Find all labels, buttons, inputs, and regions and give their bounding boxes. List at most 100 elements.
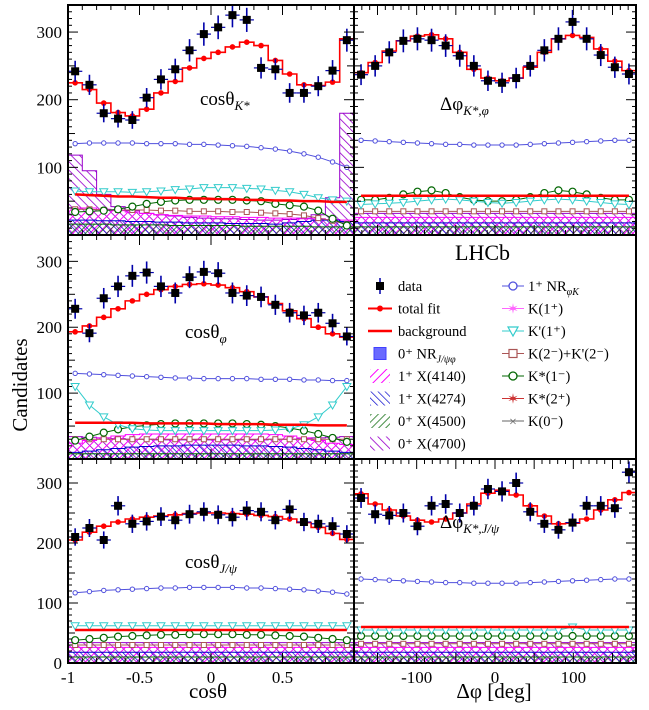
marker-k2m <box>258 642 265 648</box>
marker-kprime1p <box>595 199 606 208</box>
marker-kprime1p <box>327 622 338 631</box>
marker-nr-phik <box>215 142 221 148</box>
panel-label: ΔφK*,J/ψ <box>440 512 500 536</box>
marker-nr-phik <box>201 375 207 382</box>
marker-kprime1p <box>127 188 138 198</box>
legend-item-background: background <box>368 324 467 340</box>
data-point <box>114 114 123 123</box>
marker-nr-phik <box>158 140 164 147</box>
marker-k2m <box>470 208 477 215</box>
legend-marker <box>508 348 518 359</box>
marker-k2m <box>229 209 236 215</box>
marker-k2m <box>414 640 421 647</box>
marker-k2m <box>372 208 379 215</box>
marker-k2m <box>186 642 193 648</box>
data-point <box>242 15 251 24</box>
data-point <box>596 51 605 60</box>
data-point <box>214 23 223 32</box>
data-point <box>257 292 266 301</box>
data-point <box>624 468 633 477</box>
data-point <box>413 522 422 531</box>
marker-kprime1p <box>525 197 536 207</box>
marker-k2m <box>186 436 193 443</box>
marker-nr-phik <box>258 585 264 591</box>
marker-nr-phik <box>400 139 407 146</box>
marker-kprime1p <box>483 199 493 208</box>
total-fit-point <box>172 78 179 85</box>
total-fit-point <box>569 32 576 39</box>
marker-kstar1m <box>568 187 577 196</box>
marker-k2m <box>484 640 491 647</box>
marker-nr-phik <box>598 138 604 144</box>
marker-nr-phik <box>244 143 250 150</box>
marker-nr-phik <box>244 375 250 382</box>
marker-nr-phik <box>272 585 279 592</box>
marker-kstar1m <box>99 633 108 642</box>
legend-marker <box>508 371 518 381</box>
data-point <box>469 501 478 510</box>
marker-kprime1p <box>327 401 338 410</box>
marker-k2m <box>611 208 618 215</box>
marker-k2m <box>583 640 590 647</box>
data-point <box>228 288 237 297</box>
marker-nr-phik <box>485 580 491 586</box>
marker-nr-phik <box>428 579 435 585</box>
marker-kprime1p <box>156 187 166 197</box>
data-point <box>328 66 337 75</box>
data-point <box>314 519 323 528</box>
marker-kstar1m <box>214 630 223 639</box>
marker-kstar1m <box>314 633 323 642</box>
data-point <box>342 332 351 341</box>
marker-kprime1p <box>384 199 395 209</box>
marker-kprime1p <box>98 413 109 422</box>
y-tick-label: 300 <box>37 474 63 493</box>
marker-kstar1m <box>99 206 108 215</box>
data-point <box>156 75 165 84</box>
total-fit-point <box>201 55 207 62</box>
legend-marker <box>370 436 390 451</box>
panel-4: -100 0 100 ΔφK*,J/ψ <box>353 458 637 687</box>
marker-kprime1p <box>624 201 634 210</box>
marker-kprime1p <box>609 200 620 209</box>
panel-1: ΔφK*,φ <box>353 4 637 236</box>
marker-kprime1p <box>284 188 295 197</box>
legend-item-total_fit: total fit <box>368 302 440 318</box>
data-point <box>171 288 180 297</box>
marker-k2m <box>143 642 150 648</box>
legend-panel: LHCb data total fit background 0⁺ NRJ/ψφ 1⁺ … <box>353 234 637 460</box>
marker-k2m <box>484 208 491 215</box>
panel-content <box>68 496 354 663</box>
legend-item-k2m: K(2⁻)+K'(2⁻) <box>502 347 609 363</box>
marker-k2m <box>442 640 449 647</box>
data-point <box>271 516 280 525</box>
marker-k2m <box>414 208 421 215</box>
marker-kstar1m <box>99 428 108 437</box>
marker-kstar1m <box>156 197 166 206</box>
marker-nr-phik <box>386 577 392 583</box>
marker-k2m <box>243 642 250 648</box>
marker-kstar1m <box>568 631 577 641</box>
marker-kstar1m <box>128 631 137 641</box>
legend-item-x4700: 0⁺ X(4700) <box>370 436 466 453</box>
marker-nr-phik <box>527 579 533 586</box>
marker-k2m <box>499 208 506 215</box>
total-fit-point <box>100 314 107 321</box>
data-point <box>156 512 165 521</box>
marker-nr-phik <box>344 377 350 384</box>
marker-nr-phik <box>527 141 533 148</box>
marker-k2m <box>172 642 179 648</box>
marker-kprime1p <box>412 197 423 207</box>
marker-nr-phik <box>358 576 364 582</box>
marker-nr-phik <box>301 151 307 157</box>
total-fit-point <box>243 39 250 46</box>
marker-kstar1m <box>156 630 166 639</box>
marker-kprime1p <box>241 184 252 194</box>
x-axis-title-right: Δφ [deg] <box>456 679 531 703</box>
marker-k2m <box>157 642 164 648</box>
marker-nr-phik <box>129 586 136 592</box>
y-tick-label: 100 <box>37 384 63 403</box>
marker-kprime1p <box>299 622 309 631</box>
marker-k2m <box>442 208 449 215</box>
data-point <box>199 30 208 39</box>
marker-nr-phik <box>286 148 293 154</box>
